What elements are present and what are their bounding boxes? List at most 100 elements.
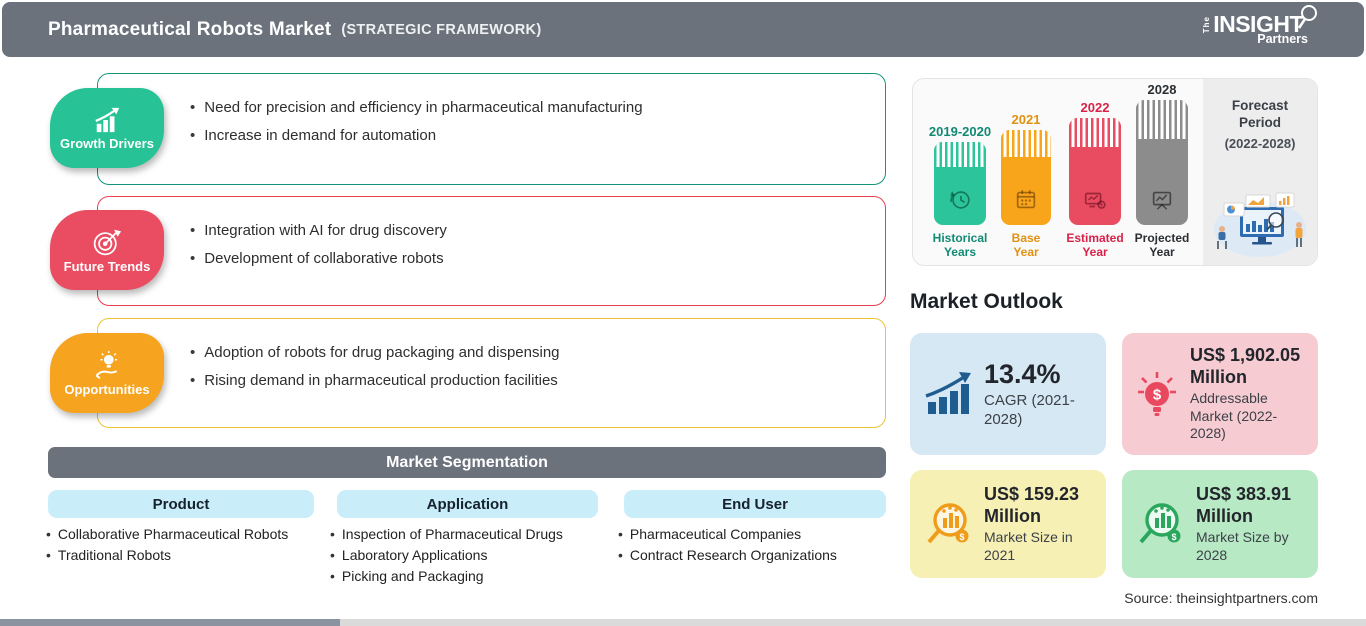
card-text: 13.4% CAGR (2021-2028)	[984, 358, 1094, 430]
card-text: US$ 383.91 Million Market Size by 2028	[1196, 484, 1306, 564]
list-item: Inspection of Pharmaceutical Drugs	[330, 524, 563, 545]
timeline-year-label: 2022	[1080, 100, 1110, 115]
list-item: Rising demand in pharmaceutical producti…	[190, 367, 885, 395]
timeline-year-label: 2021	[1011, 112, 1041, 127]
presentation-icon	[1152, 191, 1172, 210]
forecast-range: (2022-2028)	[1224, 136, 1296, 151]
caption-line: Years	[943, 245, 977, 259]
projected-year-bar	[1136, 100, 1188, 225]
badge-label: Future Trends	[63, 258, 151, 274]
historical-years-bar	[934, 142, 986, 225]
caption-line: Year	[1013, 245, 1039, 259]
bulb-dollar-icon: $	[1138, 372, 1176, 416]
logo-the-text: The	[1202, 15, 1212, 34]
cagr-card: 13.4% CAGR (2021-2028)	[910, 333, 1106, 455]
magnifier-icon	[1297, 4, 1317, 29]
segment-header-label: Product	[152, 495, 210, 513]
estimate-monitor-icon	[1084, 192, 1106, 209]
base-year-bar	[1001, 130, 1051, 225]
card-label: CAGR (2021-2028)	[984, 392, 1075, 429]
svg-text:$: $	[1171, 532, 1176, 542]
logo-row: The INSIGHT	[1202, 4, 1320, 37]
magnifier-chart-icon: $	[927, 503, 969, 544]
card-text: US$ 1,902.05 Million Addressable Market …	[1190, 345, 1306, 443]
horizontal-scrollbar-track[interactable]	[0, 619, 1366, 626]
badge-label: Growth Drivers	[60, 135, 154, 151]
forecast-label: Period	[1238, 115, 1281, 130]
end-user-segment-list: Pharmaceutical Companies Contract Resear…	[618, 524, 837, 566]
caption-line: Projected	[1134, 231, 1190, 245]
market-segmentation-title: Market Segmentation	[386, 453, 548, 471]
target-icon	[93, 229, 122, 255]
bar-caption: Base Year	[983, 231, 1069, 259]
list-item: Pharmaceutical Companies	[618, 524, 837, 545]
caption-line: Base	[1011, 231, 1041, 245]
card-value: US$ 1,902.05 Million	[1190, 345, 1301, 387]
bar-caption: Estimated Year	[1052, 231, 1138, 259]
magnifier-chart-icon: $	[1139, 503, 1181, 544]
future-trends-list: Integration with AI for drug discovery D…	[98, 197, 885, 273]
segment-header-product: Product	[48, 490, 314, 518]
growth-drivers-list: Need for precision and efficiency in pha…	[98, 74, 885, 150]
market-segmentation-header: Market Segmentation	[48, 447, 886, 478]
market-size-2021-card: $ US$ 159.23 Million Market Size in 2021	[910, 470, 1106, 578]
forecast-label: Forecast	[1231, 98, 1289, 113]
page-title: Pharmaceutical Robots Market	[48, 18, 332, 40]
bar-stripes	[934, 142, 986, 167]
opportunities-badge: Opportunities	[50, 333, 164, 413]
product-segment-list: Collaborative Pharmaceutical Robots Trad…	[46, 524, 288, 566]
market-outlook-heading: Market Outlook	[910, 290, 1063, 313]
card-label: Addressable Market (2022-2028)	[1190, 390, 1278, 442]
card-label: Market Size in 2021	[984, 529, 1073, 563]
list-item: Contract Research Organizations	[618, 545, 837, 566]
caption-line: Estimated	[1066, 231, 1124, 245]
list-item: Increase in demand for automation	[190, 122, 885, 150]
timeline-year-label: 2019-2020	[928, 124, 992, 139]
page-subtitle: (STRATEGIC FRAMEWORK)	[341, 21, 542, 38]
future-trends-box: Integration with AI for drug discovery D…	[97, 196, 886, 306]
addressable-market-card: $ US$ 1,902.05 Million Addressable Marke…	[1122, 333, 1318, 455]
growth-chart-icon	[95, 107, 120, 132]
header-bar: Pharmaceutical Robots Market (STRATEGIC …	[2, 2, 1364, 57]
segment-header-label: Application	[426, 495, 509, 513]
future-trends-badge: Future Trends	[50, 210, 164, 290]
market-size-2028-card: $ US$ 383.91 Million Market Size by 2028	[1122, 470, 1318, 578]
list-item: Laboratory Applications	[330, 545, 563, 566]
bar-growth-icon	[925, 372, 971, 414]
clock-history-icon	[950, 191, 970, 209]
bar-stripes	[1136, 100, 1188, 139]
caption-line: Year	[1149, 245, 1175, 259]
svg-text:$: $	[1153, 387, 1162, 404]
bar-stripes	[1069, 118, 1121, 147]
growth-drivers-box: Need for precision and efficiency in pha…	[97, 73, 886, 185]
segment-header-label: End User	[722, 495, 788, 513]
list-item: Integration with AI for drug discovery	[190, 217, 885, 245]
svg-text:$: $	[959, 532, 964, 542]
calendar-icon	[1016, 190, 1036, 209]
insight-partners-logo: The INSIGHT Partners	[1202, 4, 1320, 46]
opportunities-list: Adoption of robots for drug packaging an…	[98, 319, 885, 395]
growth-drivers-badge: Growth Drivers	[50, 88, 164, 168]
forecast-period-panel: Forecast Period (2022-2028)	[1203, 79, 1317, 265]
list-item: Collaborative Pharmaceutical Robots	[46, 524, 288, 545]
list-item: Traditional Robots	[46, 545, 288, 566]
list-item: Need for precision and efficiency in pha…	[190, 94, 885, 122]
bulb-hand-icon	[95, 350, 118, 379]
card-value: US$ 159.23 Million	[984, 483, 1080, 526]
segment-header-application: Application	[337, 490, 598, 518]
bar-stripes	[1001, 130, 1051, 157]
card-text: US$ 159.23 Million Market Size in 2021	[984, 484, 1094, 564]
horizontal-scrollbar-thumb[interactable]	[0, 619, 340, 626]
caption-line: Historical	[932, 231, 988, 245]
list-item: Development of collaborative robots	[190, 245, 885, 273]
badge-label: Opportunities	[64, 381, 150, 397]
caption-line: Year	[1082, 245, 1108, 259]
estimated-year-bar	[1069, 118, 1121, 225]
application-segment-list: Inspection of Pharmaceutical Drugs Labor…	[330, 524, 563, 587]
bar-caption: Historical Years	[917, 231, 1003, 259]
opportunities-box: Adoption of robots for drug packaging an…	[97, 318, 886, 428]
source-attribution: Source: theinsightpartners.com	[1124, 590, 1318, 606]
logo-insight-text: INSIGHT	[1213, 11, 1303, 37]
card-value: 13.4%	[984, 359, 1061, 390]
